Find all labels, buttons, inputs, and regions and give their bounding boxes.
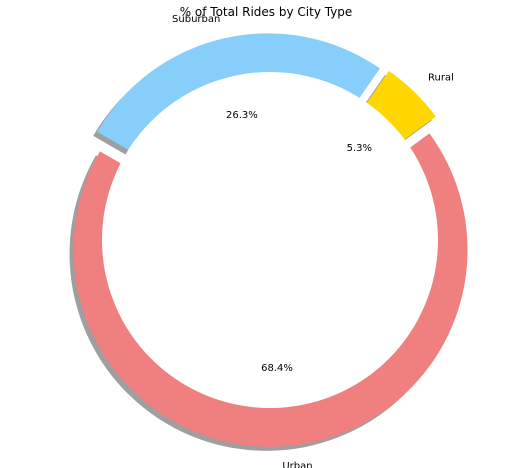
chart-title: % of Total Rides by City Type <box>179 5 353 19</box>
slice-label-suburban: Suburban <box>172 14 220 25</box>
slice-pct-label-suburban: 26.3% <box>226 110 258 121</box>
donut-hole <box>102 72 438 408</box>
slice-pct-label-rural: 5.3% <box>347 143 372 154</box>
label-layer: Urban 68.4% Rural 5.3% Suburban 26.3% <box>172 14 454 468</box>
slice-pct-label-urban: 68.4% <box>261 363 293 374</box>
slice-label-urban: Urban <box>282 461 312 468</box>
slice-label-rural: Rural <box>428 73 454 84</box>
